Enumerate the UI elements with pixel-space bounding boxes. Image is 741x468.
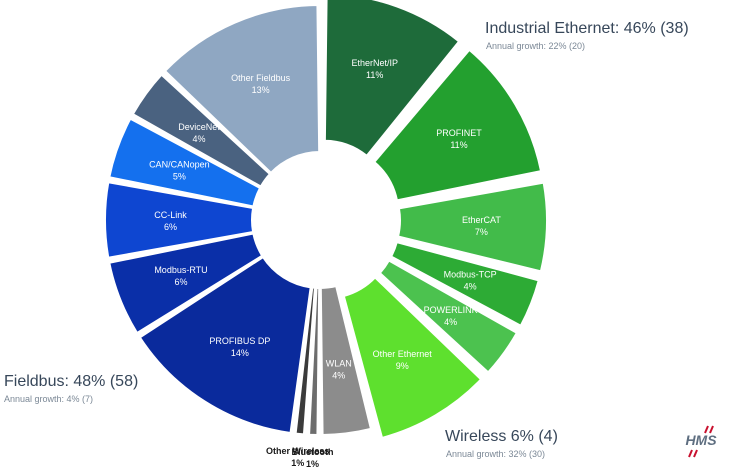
slice-value-profibus-dp: 14% <box>231 348 249 358</box>
slice-ethernet-ip: EtherNet/IP 11% <box>323 0 461 158</box>
slice-other-wireless-shape <box>294 286 316 436</box>
slice-cc-link: CC-Link 6% <box>104 181 255 259</box>
slice-label-powerlink: POWERLINK <box>424 305 478 315</box>
slice-label-modbus-tcp: Modbus-TCP <box>444 269 497 279</box>
slice-value-ethercat: 7% <box>475 227 488 237</box>
slice-devicenet: DeviceNet 4% <box>131 73 272 188</box>
slice-label-ethernet-ip: EtherNet/IP <box>351 58 398 68</box>
slice-label-other-fieldbus: Other Fieldbus <box>231 73 291 83</box>
slice-value-bluetooth: 1% <box>306 459 319 468</box>
slice-label-wlan: WLAN <box>326 358 352 368</box>
slice-value-wlan: 4% <box>332 370 345 380</box>
slice-other-ethernet-shape <box>342 276 483 440</box>
hms-logo: HMS <box>672 424 730 458</box>
slice-devicenet-shape <box>131 73 272 188</box>
fieldbus-growth: Annual growth: 4% (7) <box>4 394 94 404</box>
slice-label-profinet: PROFINET <box>436 128 482 138</box>
slice-value-cc-link: 6% <box>164 222 177 232</box>
slice-label-other-ethernet: Other Ethernet <box>373 349 433 359</box>
slice-profinet: PROFINET 11% <box>372 48 543 202</box>
slice-value-ethernet-ip: 11% <box>366 70 383 80</box>
wireless-title: Wireless 6% (4) <box>445 428 558 445</box>
slice-value-other-fieldbus: 13% <box>252 85 270 95</box>
slice-modbus-rtu: Modbus-RTU 6% <box>108 232 264 335</box>
slice-wlan-shape <box>319 284 373 436</box>
slice-label-modbus-rtu: Modbus-RTU <box>154 265 207 275</box>
slice-bluetooth-shape <box>308 286 321 436</box>
slice-value-powerlink: 4% <box>444 317 457 327</box>
slice-value-can-canopen: 5% <box>173 171 186 181</box>
slice-other-fieldbus: Other Fieldbus 13% <box>163 4 321 175</box>
slice-label-can-canopen: CAN/CANopen <box>149 159 210 169</box>
fieldbus-title: Fieldbus: 48% (58) <box>4 373 139 390</box>
slice-label-devicenet: DeviceNet <box>178 122 220 132</box>
slice-label-ethercat: EtherCAT <box>462 215 501 225</box>
slice-label-profibus-dp: PROFIBUS DP <box>209 336 270 346</box>
industrial-ethernet-growth: Annual growth: 22% (20) <box>486 41 586 51</box>
slice-other-fieldbus-shape <box>163 4 321 175</box>
slice-label-other-wireless: Other Wireless <box>266 446 329 456</box>
slice-profibus-dp-shape <box>138 255 312 435</box>
slice-wlan: WLAN 4% <box>319 284 373 436</box>
slice-value-devicenet: 4% <box>193 134 206 144</box>
slice-profibus-dp: PROFIBUS DP 14% <box>138 255 312 435</box>
slice-ethercat-shape <box>396 181 548 273</box>
slice-powerlink-shape <box>378 259 519 374</box>
slice-value-profinet: 11% <box>450 140 467 150</box>
industrial-ethernet-title: Industrial Ethernet: 46% (38) <box>485 20 689 37</box>
slice-value-modbus-tcp: 4% <box>464 281 477 291</box>
slice-value-other-ethernet: 9% <box>396 361 409 371</box>
logo-text: HMS <box>685 432 717 448</box>
slice-other-ethernet: Other Ethernet 9% <box>342 276 483 440</box>
slice-label-cc-link: CC-Link <box>154 210 187 220</box>
wireless-growth: Annual growth: 32% (30) <box>446 449 546 459</box>
slice-label-bluetooth: Bluetooth <box>292 447 334 457</box>
slice-profinet-shape <box>372 48 543 202</box>
slice-modbus-tcp: Modbus-TCP 4% <box>389 240 540 328</box>
slice-value-modbus-rtu: 6% <box>174 277 187 287</box>
slice-ethercat: EtherCAT 7% <box>396 181 548 273</box>
slice-can-canopen: CAN/CANopen 5% <box>108 117 262 208</box>
slice-modbus-rtu-shape <box>108 232 264 335</box>
slice-other-wireless: Other Wireless 1% <box>266 286 329 468</box>
slice-modbus-tcp-shape <box>389 240 540 328</box>
slice-ethernet-ip-shape <box>323 0 461 158</box>
slice-cc-link-shape <box>104 181 255 259</box>
slice-powerlink: POWERLINK 4% <box>378 259 519 374</box>
slice-can-canopen-shape <box>108 117 262 208</box>
slice-value-other-wireless: 1% <box>291 458 304 468</box>
